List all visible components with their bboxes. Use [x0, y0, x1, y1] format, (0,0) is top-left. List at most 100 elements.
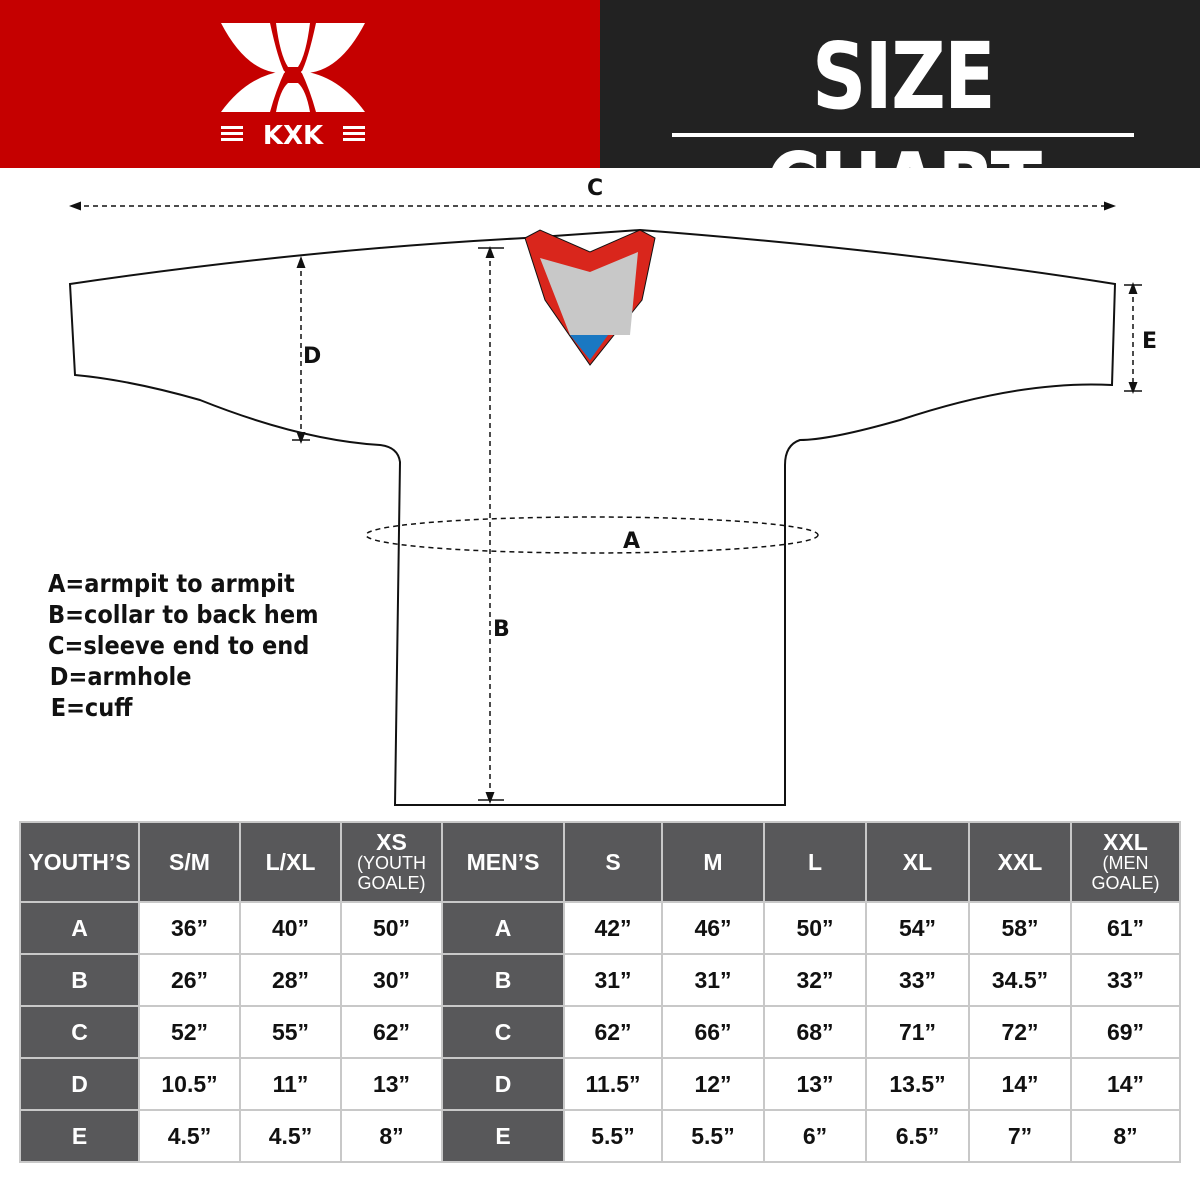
label-e: E — [1142, 329, 1158, 354]
youth-cell: 11” — [241, 1059, 340, 1109]
youth-cell: 52” — [140, 1007, 239, 1057]
measurement-legend: A=armpit to armpit B=collar to back hem … — [48, 568, 319, 723]
men-size-header: XXL (MEN GOALE) — [1072, 823, 1179, 901]
men-cell: 33” — [1072, 955, 1179, 1005]
men-cell: 62” — [565, 1007, 661, 1057]
men-cell: 54” — [867, 903, 968, 953]
label-b: B — [493, 617, 510, 642]
men-cell: 66” — [663, 1007, 763, 1057]
youth-cell: 36” — [140, 903, 239, 953]
header-label: M — [703, 849, 723, 875]
header-label: XXL — [997, 849, 1043, 875]
men-cell: 61” — [1072, 903, 1179, 953]
header-label: L — [807, 849, 823, 875]
row-label: D — [21, 1059, 138, 1109]
youth-cell: 8” — [342, 1111, 441, 1161]
men-size-header: XL — [867, 823, 968, 901]
youth-cell: 40” — [241, 903, 340, 953]
header-label: S — [605, 849, 621, 875]
row-label: A — [443, 903, 563, 953]
men-cell: 46” — [663, 903, 763, 953]
label-c: C — [587, 176, 604, 201]
legend-item: B=collar to back hem — [48, 600, 319, 629]
row-label: E — [443, 1111, 563, 1161]
men-cell: 8” — [1072, 1111, 1179, 1161]
men-size-header: L — [765, 823, 865, 901]
youth-size-header: L/XL — [241, 823, 340, 901]
men-cell: 42” — [565, 903, 661, 953]
jersey-diagram — [68, 201, 1142, 806]
row-label: C — [443, 1007, 563, 1057]
legend-item: E=cuff — [50, 693, 133, 722]
row-label: C — [21, 1007, 138, 1057]
men-cell: 69” — [1072, 1007, 1179, 1057]
men-cell: 34.5” — [970, 955, 1070, 1005]
label-d: D — [303, 344, 322, 369]
collar-inner — [540, 252, 638, 335]
men-cell: 12” — [663, 1059, 763, 1109]
men-cell: 13.5” — [867, 1059, 968, 1109]
row-label: D — [443, 1059, 563, 1109]
collar-accent — [570, 335, 608, 360]
header-label: XXL — [1103, 829, 1148, 855]
youth-size-header: XS (YOUTH GOALE) — [342, 823, 441, 901]
men-cell: 13” — [765, 1059, 865, 1109]
youth-cell: 30” — [342, 955, 441, 1005]
header-sublabel: (MEN GOALE) — [1091, 853, 1160, 893]
men-cell: 32” — [765, 955, 865, 1005]
men-cell: 71” — [867, 1007, 968, 1057]
logo-text: KXK — [263, 121, 324, 150]
men-cell: 6.5” — [867, 1111, 968, 1161]
table-row: E 4.5” 4.5” 8” E 5.5” 5.5” 6” 6.5” 7” 8” — [21, 1111, 1179, 1161]
youth-cell: 62” — [342, 1007, 441, 1057]
men-cell: 31” — [663, 955, 763, 1005]
measure-a-ellipse — [365, 516, 819, 554]
table-row: A 36” 40” 50” A 42” 46” 50” 54” 58” 61” — [21, 903, 1179, 953]
youth-cell: 50” — [342, 903, 441, 953]
row-label: B — [443, 955, 563, 1005]
men-cell: 14” — [1072, 1059, 1179, 1109]
men-cell: 58” — [970, 903, 1070, 953]
size-table: YOUTH’S S/M L/XL XS (YOUTH GOALE) MEN’S S M L XL X… — [19, 821, 1181, 1163]
header-label: S/M — [169, 849, 210, 875]
men-cell: 14” — [970, 1059, 1070, 1109]
kxk-logo: KXK — [221, 23, 365, 150]
table-row: D 10.5” 11” 13” D 11.5” 12” 13” 13.5” 14” 14” — [21, 1059, 1179, 1109]
header-label: XL — [902, 849, 933, 875]
row-label: E — [21, 1111, 138, 1161]
men-header: MEN’S — [443, 823, 563, 901]
legend-item: A=armpit to armpit — [48, 569, 295, 598]
table-header-row: YOUTH’S S/M L/XL XS (YOUTH GOALE) MEN’S S M L XL X… — [21, 823, 1179, 901]
title-banner — [600, 0, 1200, 168]
youth-cell: 26” — [140, 955, 239, 1005]
men-cell: 68” — [765, 1007, 865, 1057]
men-size-header: XXL — [970, 823, 1070, 901]
youth-cell: 55” — [241, 1007, 340, 1057]
legend-item: C=sleeve end to end — [48, 631, 310, 660]
title-underline — [672, 133, 1134, 137]
men-cell: 6” — [765, 1111, 865, 1161]
row-label: B — [21, 955, 138, 1005]
header-label: YOUTH’S — [28, 849, 131, 875]
label-a: A — [623, 529, 641, 554]
men-cell: 7” — [970, 1111, 1070, 1161]
men-cell: 72” — [970, 1007, 1070, 1057]
men-cell: 31” — [565, 955, 661, 1005]
table-row: B 26” 28” 30” B 31” 31” 32” 33” 34.5” 33” — [21, 955, 1179, 1005]
legend-item: D=armhole — [49, 662, 192, 691]
youth-cell: 4.5” — [241, 1111, 340, 1161]
table-row: C 52” 55” 62” C 62” 66” 68” 71” 72” 69” — [21, 1007, 1179, 1057]
youth-cell: 10.5” — [140, 1059, 239, 1109]
men-cell: 5.5” — [565, 1111, 661, 1161]
header-sublabel: (YOUTH GOALE) — [357, 853, 426, 893]
page-title: SIZE CHART — [765, 23, 1042, 240]
youth-cell: 13” — [342, 1059, 441, 1109]
men-cell: 33” — [867, 955, 968, 1005]
youth-header: YOUTH’S — [21, 823, 138, 901]
row-label: A — [21, 903, 138, 953]
header-label: MEN’S — [466, 849, 540, 875]
youth-size-header: S/M — [140, 823, 239, 901]
header-label: XS — [376, 829, 407, 855]
men-cell: 5.5” — [663, 1111, 763, 1161]
youth-cell: 28” — [241, 955, 340, 1005]
